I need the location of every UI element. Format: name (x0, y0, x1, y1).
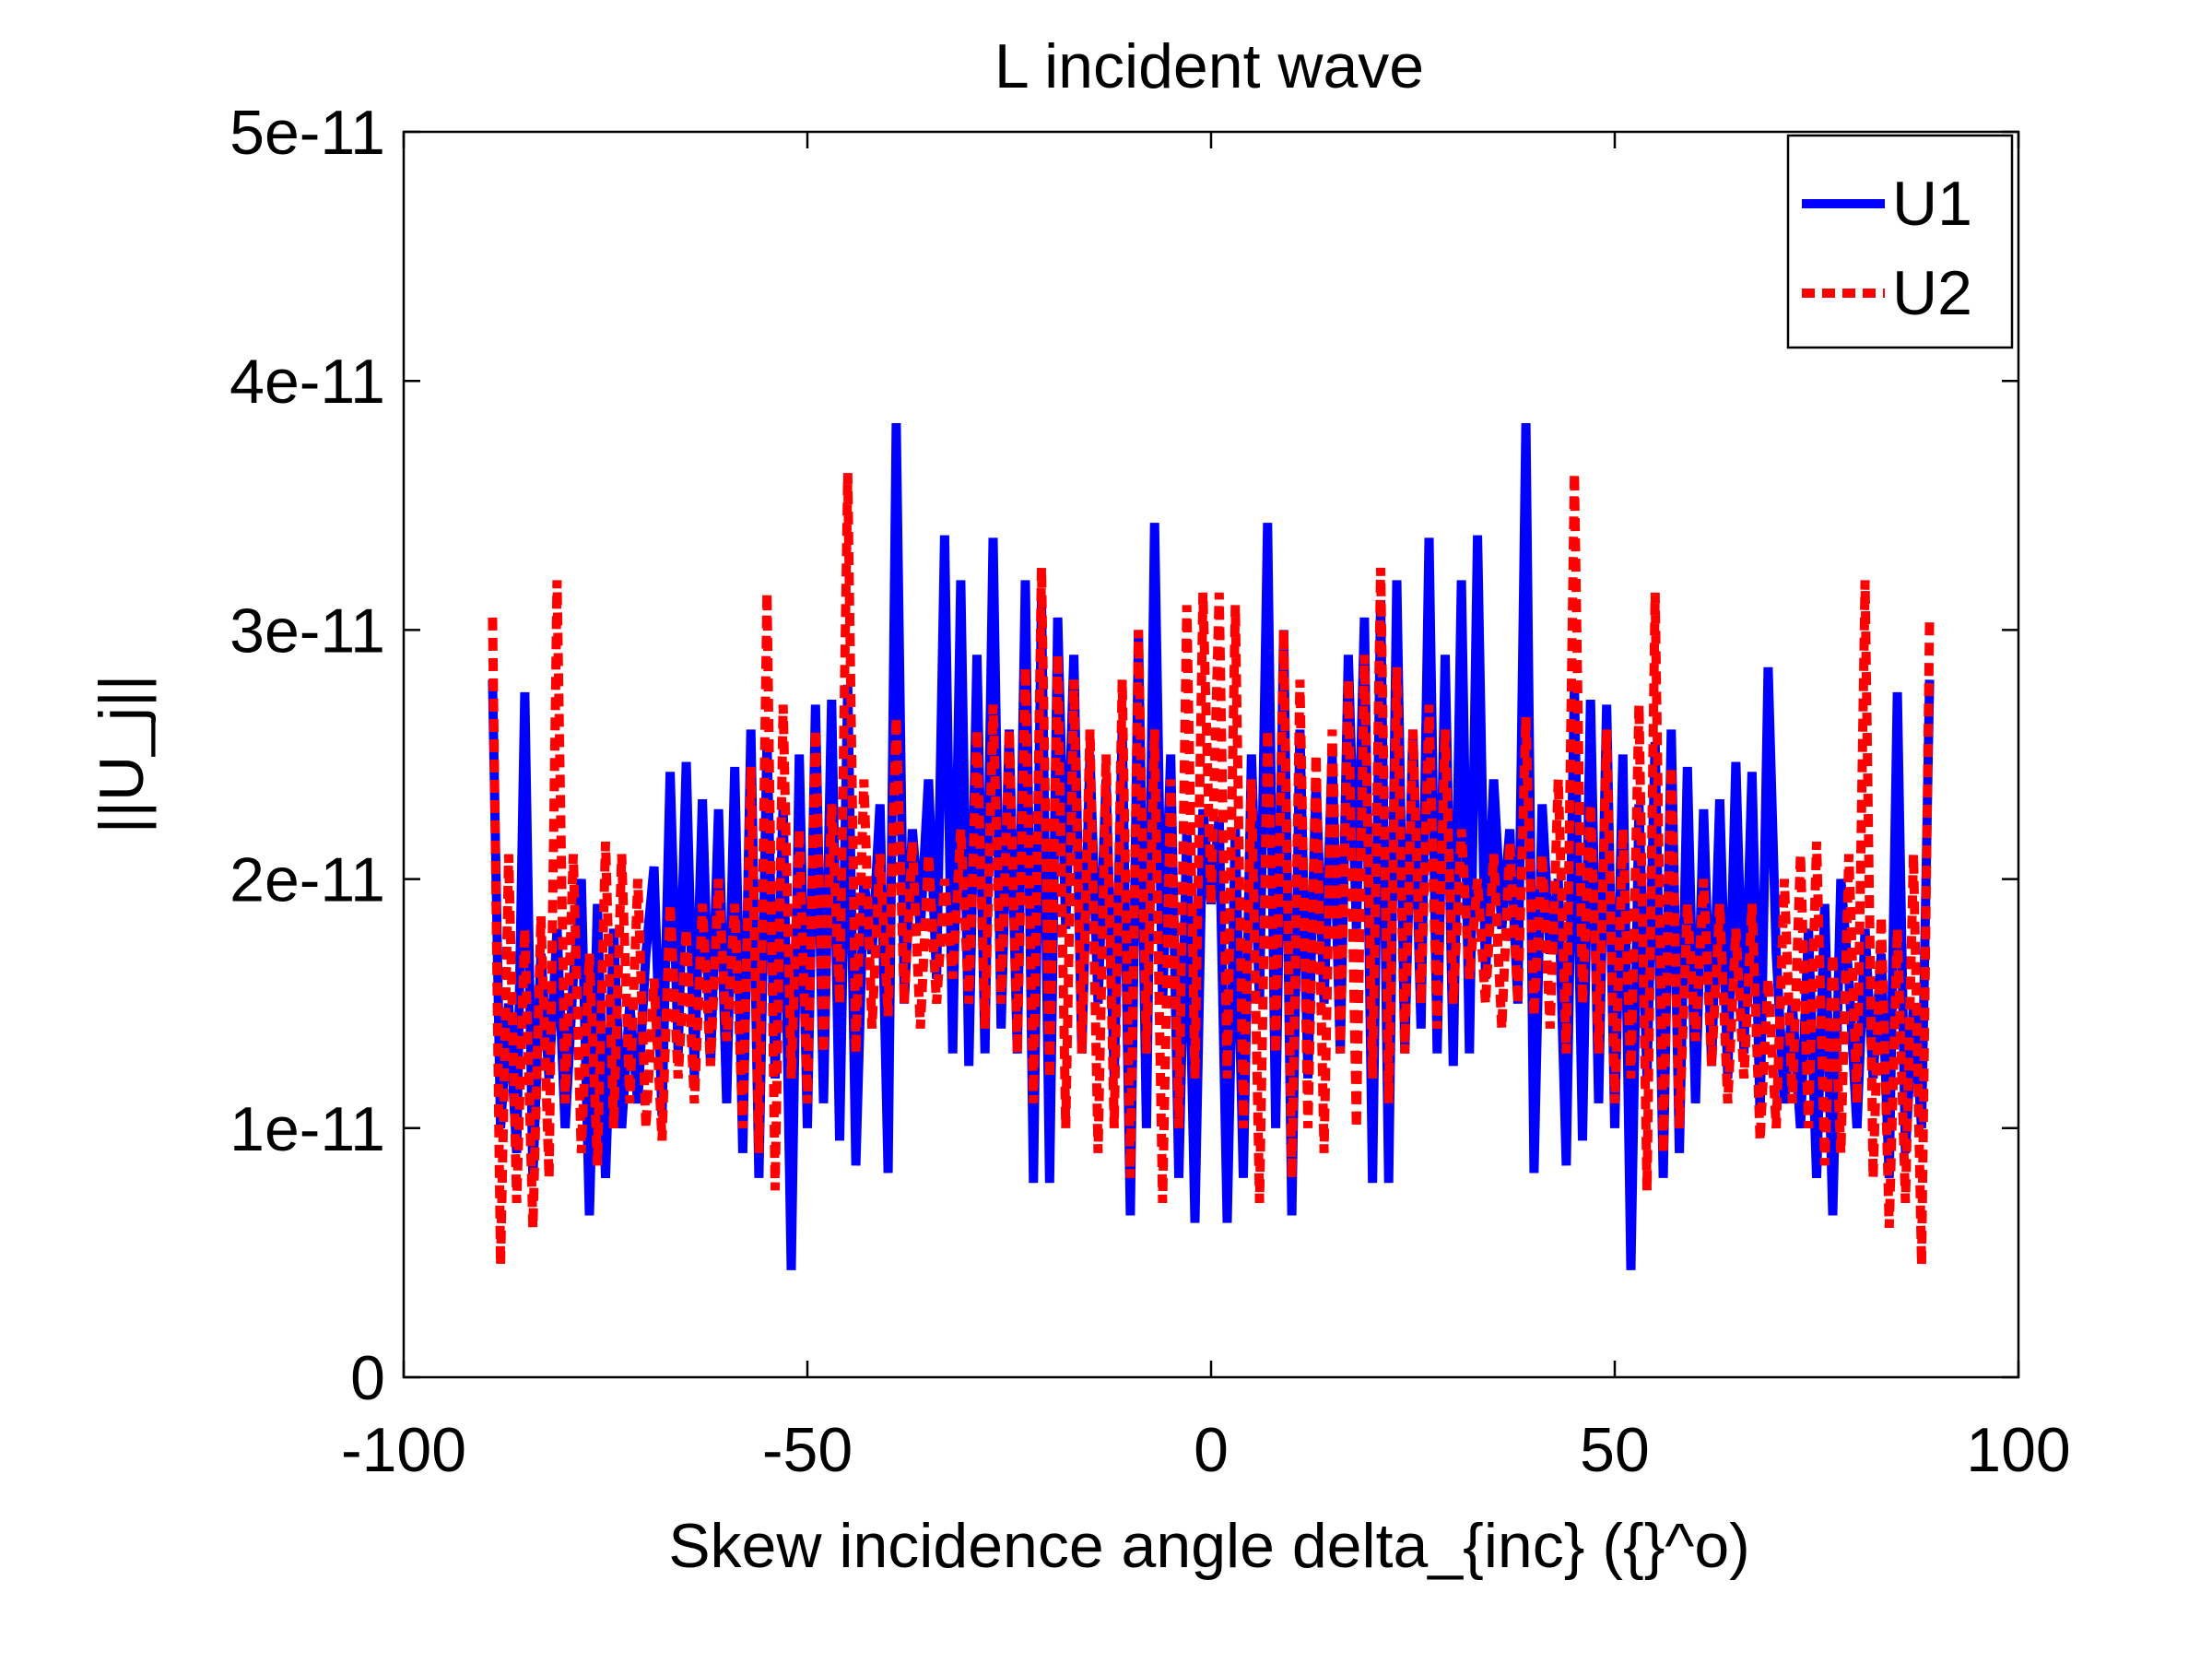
x-tick-label: 100 (1966, 1415, 2070, 1485)
y-tick-label: 1e-11 (229, 1094, 385, 1164)
legend-box (1786, 134, 2014, 349)
legend-label-u2: U2 (1892, 258, 1972, 328)
x-tick-label: -50 (762, 1415, 853, 1485)
y-axis-label: ||U_j|| (87, 675, 157, 834)
legend-label-u1: U1 (1892, 169, 1972, 239)
y-axis-ticks: 0 1e-11 2e-11 3e-11 4e-11 5e-11 (229, 98, 2018, 1413)
x-axis-ticks: -100 -50 0 50 100 (341, 132, 2071, 1485)
y-tick-label: 3e-11 (229, 596, 385, 666)
x-tick-label: -100 (341, 1415, 466, 1485)
y-tick-label: 5e-11 (229, 98, 385, 168)
y-tick-label: 4e-11 (229, 347, 385, 417)
series-line-u1 (488, 423, 1935, 1270)
series-line-u2 (488, 473, 1935, 1266)
x-tick-label: 0 (1194, 1415, 1229, 1485)
legend: U1 U2 (1786, 134, 2014, 349)
x-axis-label: Skew incidence angle delta_{inc} ({}^o) (668, 1511, 1750, 1581)
y-tick-label: 2e-11 (229, 845, 385, 915)
chart-title: L incident wave (994, 31, 1424, 101)
plot-series (488, 423, 1935, 1270)
y-tick-label: 0 (350, 1343, 385, 1413)
x-tick-label: 50 (1580, 1415, 1650, 1485)
